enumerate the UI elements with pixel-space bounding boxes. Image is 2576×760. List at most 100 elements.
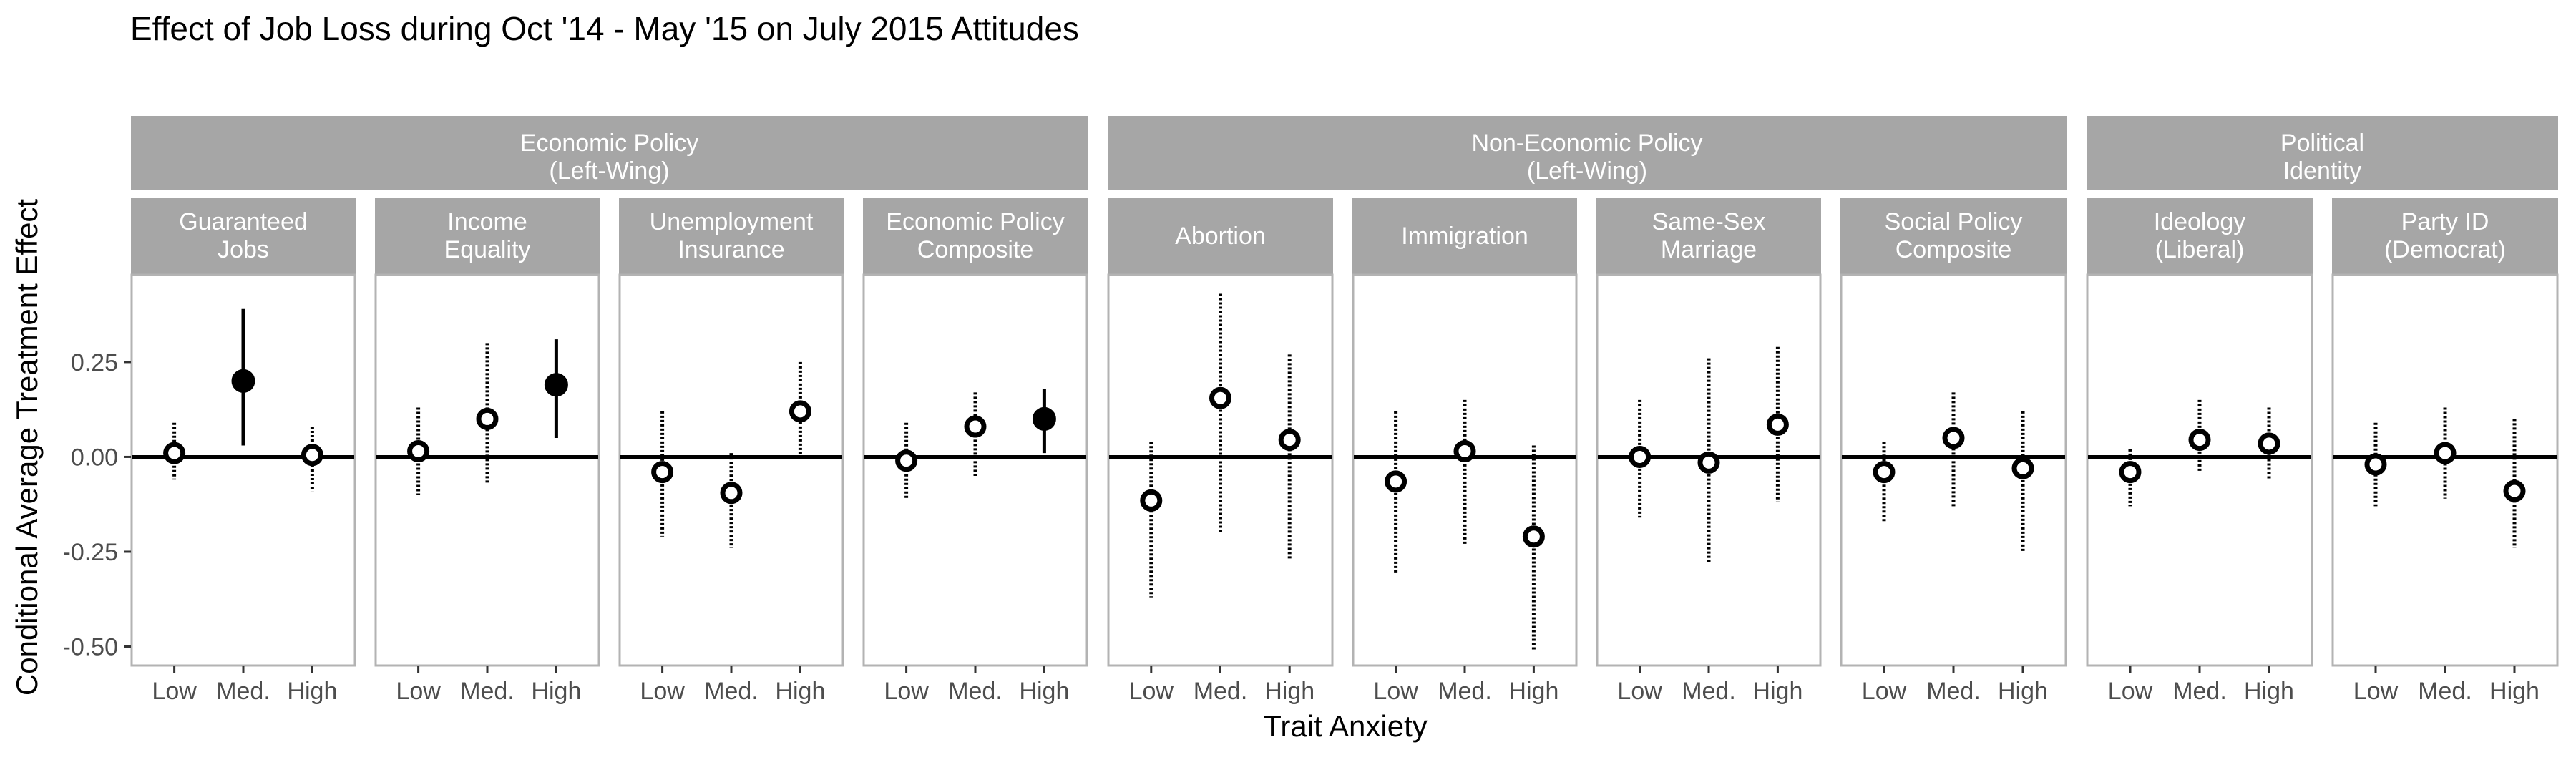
point-estimate (407, 439, 430, 462)
point-estimate (895, 449, 918, 472)
chart-title: Effect of Job Loss during Oct '14 - May … (130, 10, 1079, 47)
x-tick-label: Low (1617, 678, 1662, 705)
panel-strip-title: Unemployment (650, 208, 814, 235)
panel-strip (375, 198, 600, 274)
panel-strip (2332, 198, 2558, 274)
point-estimate (1629, 445, 1652, 468)
group-strip-title: Non-Economic Policy (1471, 130, 1702, 157)
x-tick-label: Med. (704, 678, 758, 705)
x-tick-label: Low (2353, 678, 2399, 705)
panel-strip-subtitle: Jobs (218, 236, 269, 263)
y-axis-label: Conditional Average Treatment Effect (10, 199, 44, 696)
x-tick-label: Low (1129, 678, 1174, 705)
point-estimate (1209, 386, 1231, 409)
x-tick-label: Low (640, 678, 685, 705)
x-tick-label: High (1508, 678, 1558, 705)
panel-strip-subtitle: Composite (917, 236, 1034, 263)
panel-strip-subtitle: (Liberal) (2155, 236, 2245, 263)
group-strip-title: Economic Policy (520, 130, 698, 157)
group-strip-title: Political (2280, 130, 2364, 157)
x-tick-label: Med. (1926, 678, 1981, 705)
point-estimate (2119, 461, 2142, 484)
group-strip (131, 116, 1088, 190)
panel-strip-subtitle: (Democrat) (2384, 236, 2506, 263)
point-estimate (2011, 457, 2034, 479)
point-estimate (1942, 427, 1965, 449)
point-estimate (1766, 413, 1789, 436)
panel-strip-title: Income (447, 208, 527, 235)
x-tick-label: Med. (1438, 678, 1492, 705)
x-tick-label: High (287, 678, 337, 705)
panel-strip-subtitle: Equality (444, 236, 531, 263)
y-tick-label: 0.25 (71, 349, 118, 376)
point-estimate (1385, 470, 1407, 493)
point-estimate (1873, 461, 1896, 484)
group-strip-subtitle: Identity (2283, 157, 2362, 185)
panel-strip (619, 198, 844, 274)
panel-strip (2087, 198, 2313, 274)
x-tick-label: High (2489, 678, 2540, 705)
panel-strip-subtitle: Marriage (1661, 236, 1757, 263)
x-tick-label: Med. (2172, 678, 2227, 705)
x-tick-label: Med. (948, 678, 1002, 705)
panel-strip (1108, 198, 1333, 274)
y-tick-label: -0.25 (63, 539, 119, 566)
group-strip (2087, 116, 2558, 190)
point-estimate (2188, 429, 2211, 452)
point-estimate (163, 442, 186, 464)
panel-strip-subtitle: Composite (1896, 236, 2012, 263)
point-estimate (1522, 525, 1545, 548)
panel-strip-title: Party ID (2401, 208, 2489, 235)
panel-border (374, 273, 600, 667)
x-axis-label: Trait Anxiety (1263, 709, 1428, 743)
panel-strip-title: Ideology (2154, 208, 2246, 235)
x-tick-label: High (1752, 678, 1802, 705)
panel-strip (1596, 198, 1821, 274)
x-tick-label: Low (884, 678, 929, 705)
group-strip-subtitle: (Left-Wing) (549, 157, 669, 185)
point-estimate (720, 482, 743, 505)
point-estimate-significant (1032, 406, 1056, 431)
panel-strip (1840, 198, 2067, 274)
point-estimate (1140, 489, 1163, 512)
panel-strip-title: Economic Policy (886, 208, 1064, 235)
facet-panel: Party ID(Democrat) Low Med. High (2331, 198, 2559, 705)
x-tick-label: High (1998, 678, 2048, 705)
x-tick-label: Low (152, 678, 197, 705)
point-estimate (2258, 432, 2280, 455)
point-estimate (1697, 451, 1720, 474)
y-tick-label: 0.00 (71, 444, 118, 471)
point-estimate (651, 461, 674, 484)
panel-strip-title: Immigration (1401, 223, 1528, 250)
panel-strip-subtitle: Insurance (678, 236, 784, 263)
x-tick-label: Low (1862, 678, 1907, 705)
point-estimate (301, 444, 323, 467)
x-tick-label: High (1264, 678, 1314, 705)
x-tick-label: Med. (2418, 678, 2472, 705)
x-tick-label: Med. (1682, 678, 1736, 705)
x-tick-label: Low (1373, 678, 1418, 705)
x-tick-label: Low (2108, 678, 2153, 705)
x-tick-label: High (775, 678, 825, 705)
facet-panel: Abortion Low Med. High (1107, 198, 1334, 705)
point-estimate-significant (544, 373, 568, 397)
x-tick-label: Med. (216, 678, 270, 705)
point-estimate (2364, 453, 2387, 476)
x-tick-label: Low (396, 678, 441, 705)
facet-panel: Ideology(Liberal) Low Med. High (2086, 198, 2313, 705)
x-tick-label: High (2244, 678, 2294, 705)
panel-strip-title: Same-Sex (1652, 208, 1766, 235)
group-strip (1108, 116, 2067, 190)
x-tick-label: High (531, 678, 581, 705)
panel-strip (131, 198, 356, 274)
x-tick-label: Med. (1194, 678, 1248, 705)
panel-strip-title: Guaranteed (179, 208, 308, 235)
point-estimate (964, 415, 987, 438)
point-estimate (1453, 439, 1476, 462)
